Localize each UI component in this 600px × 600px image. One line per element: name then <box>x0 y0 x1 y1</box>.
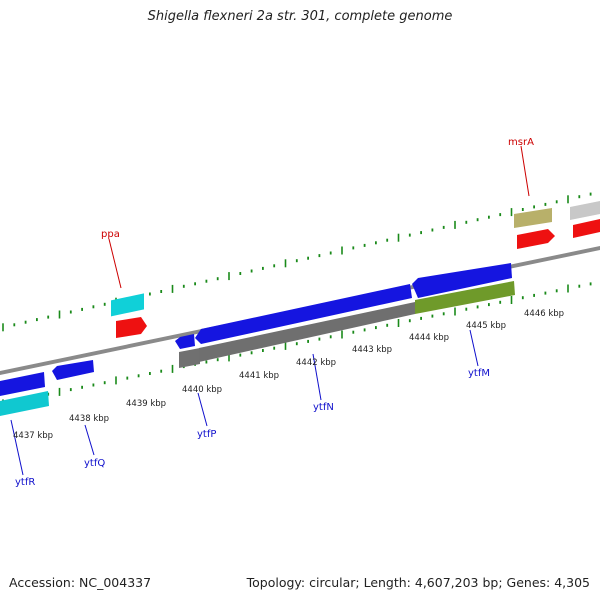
reverse-scale-track <box>2 282 592 408</box>
feature-ytfP-gray[interactable] <box>179 348 200 368</box>
feature-silver[interactable] <box>570 201 600 220</box>
gene-label-ytfR[interactable]: ytfR <box>15 477 35 488</box>
reverse-features <box>0 263 515 416</box>
gene-ytfN-blue[interactable] <box>195 284 412 344</box>
gene-label-ppa[interactable]: ppa <box>101 229 120 240</box>
scale-label: 4443 kbp <box>352 345 392 355</box>
gene-ytfR-blue[interactable] <box>0 372 45 396</box>
gene-ytfM-blue[interactable] <box>412 263 512 298</box>
scale-label: 4437 kbp <box>13 431 53 441</box>
accession-text: Accession: NC_004337 <box>9 575 152 590</box>
scale-label: 4439 kbp <box>126 399 166 409</box>
scale-label: 4446 kbp <box>524 309 564 319</box>
scale-label: 4441 kbp <box>239 371 279 381</box>
feature-ytfN-gray[interactable] <box>199 302 415 362</box>
feature-ytfM-olive[interactable] <box>415 281 515 314</box>
gene-label-ytfP[interactable]: ytfP <box>197 429 216 440</box>
scale-label: 4444 kbp <box>409 333 449 343</box>
gene-ppa-red[interactable] <box>116 317 147 338</box>
gene-ytfR-cyan[interactable] <box>0 391 49 416</box>
gene-red-right[interactable] <box>573 219 600 238</box>
gene-ytfQ[interactable] <box>52 360 94 380</box>
scale-label: 4440 kbp <box>182 385 222 395</box>
scale-label: 4438 kbp <box>69 414 109 424</box>
scale-label: 4442 kbp <box>296 358 336 368</box>
gene-labels: ppa msrA ytfR ytfQ ytfP ytfN ytfM <box>10 137 534 488</box>
gene-label-ytfN[interactable]: ytfN <box>313 402 334 413</box>
feature-msrA-tan[interactable] <box>514 208 552 228</box>
genome-summary-text: Topology: circular; Length: 4,607,203 bp… <box>246 575 590 590</box>
scale-labels: 4437 kbp 4438 kbp 4439 kbp 4440 kbp 4441… <box>13 309 564 441</box>
forward-features <box>111 201 600 338</box>
genome-title: Shigella flexneri 2a str. 301, complete … <box>147 9 453 24</box>
scale-label: 4445 kbp <box>466 321 506 331</box>
gene-msrA-red[interactable] <box>517 229 555 249</box>
gene-label-msrA[interactable]: msrA <box>508 137 534 148</box>
gene-label-ytfM[interactable]: ytfM <box>468 368 490 379</box>
gene-ytfP-blue[interactable] <box>175 334 195 349</box>
gene-ppa-cyan[interactable] <box>111 293 144 317</box>
gene-label-ytfQ[interactable]: ytfQ <box>84 458 105 469</box>
